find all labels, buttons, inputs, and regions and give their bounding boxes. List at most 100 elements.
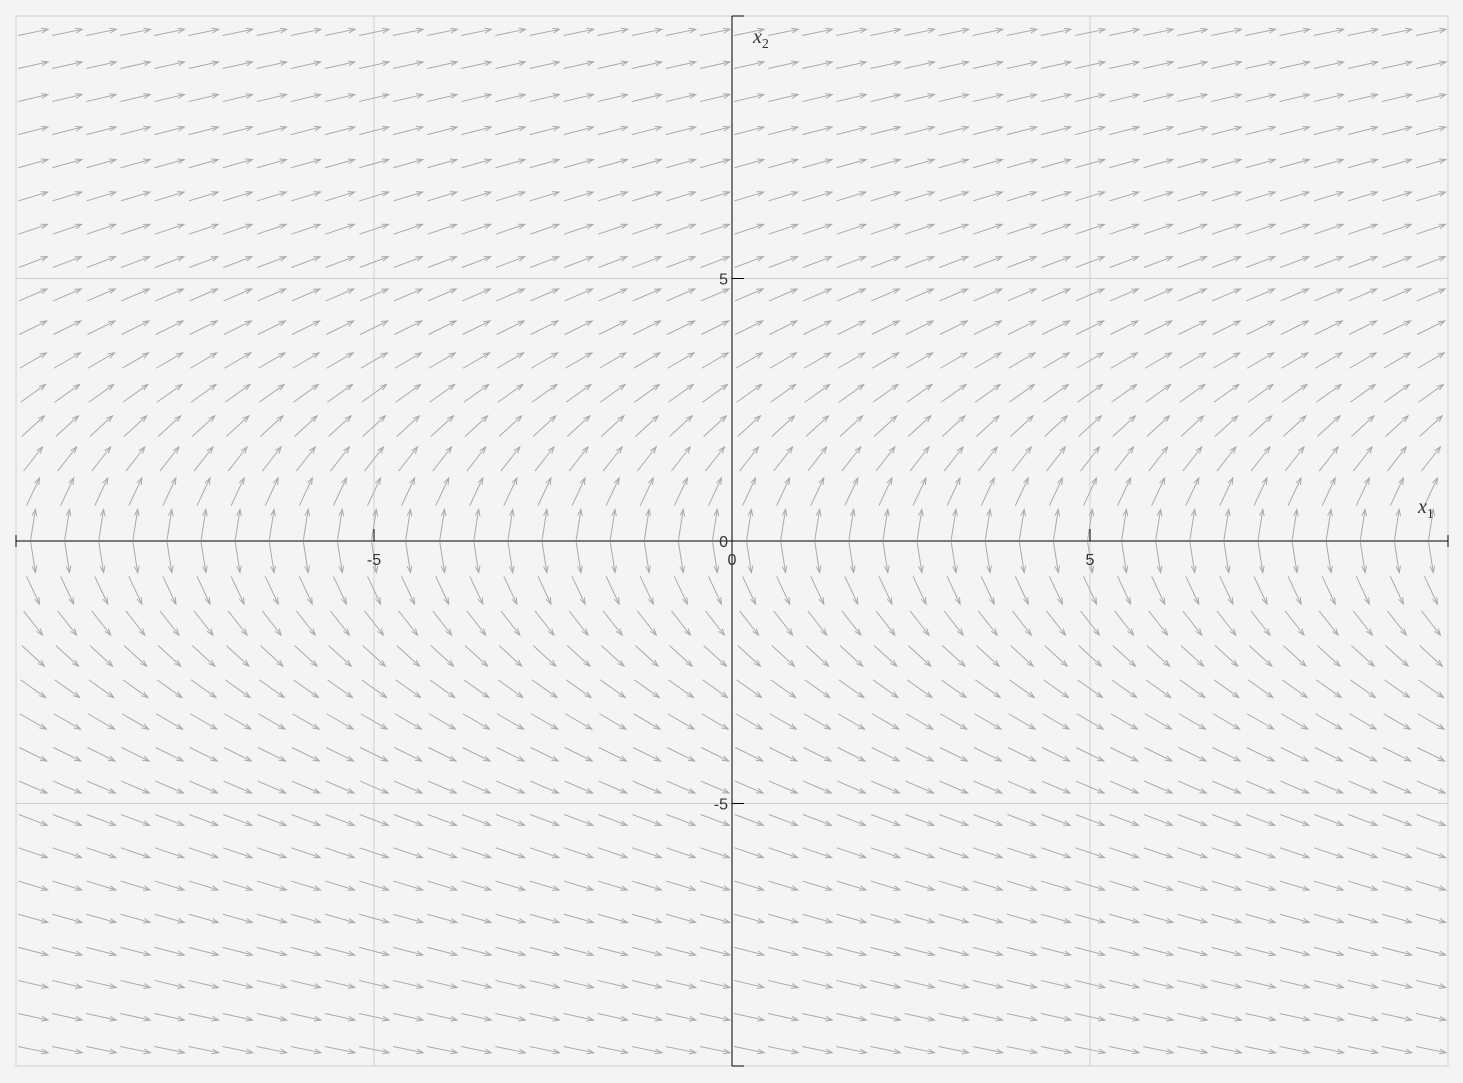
field-arrow-head [994, 787, 1004, 794]
field-arrow [393, 847, 425, 859]
field-arrow [324, 60, 357, 70]
field-arrow [1109, 93, 1141, 103]
field-arrow [1074, 60, 1107, 70]
field-arrow-shaft [393, 126, 424, 136]
field-arrow-head [313, 1015, 323, 1022]
field-arrow-shaft [712, 542, 718, 573]
field-arrow [52, 1012, 84, 1022]
field-arrow-head [1369, 352, 1378, 359]
field-arrow-head [515, 414, 523, 423]
field-arrow-shaft [154, 814, 184, 826]
field-arrow [324, 979, 357, 989]
field-arrow-shaft [1382, 847, 1412, 859]
field-arrow-shaft [1006, 913, 1037, 923]
field-arrow-head [1261, 476, 1268, 485]
field-arrow-shaft [302, 542, 309, 573]
field-arrow-head [1268, 93, 1277, 99]
field-arrow-head [40, 983, 50, 989]
field-arrow-shaft [53, 747, 82, 762]
field-arrow-head [958, 659, 967, 668]
field-arrow-head [40, 191, 50, 197]
field-arrow-shaft [496, 320, 525, 335]
field-arrow-head [108, 852, 118, 859]
field-arrow-head [858, 852, 868, 859]
field-arrow-shaft [362, 415, 386, 437]
field-arrow-shaft [1393, 542, 1400, 573]
field-arrow [330, 445, 351, 472]
field-arrow-shaft [938, 847, 969, 859]
field-arrow-shaft [1246, 747, 1275, 762]
field-arrow [530, 352, 559, 369]
field-arrow-shaft [1143, 1046, 1174, 1054]
field-arrow [290, 93, 323, 103]
field-arrow-shaft [328, 645, 352, 667]
field-arrow-shaft [563, 1012, 594, 1021]
field-arrow-head [1370, 983, 1380, 989]
field-arrow-head [142, 852, 152, 859]
field-arrow-shaft [125, 446, 146, 472]
field-arrow-shaft [393, 814, 423, 826]
field-arrow-shaft [666, 288, 696, 302]
field-arrow [1212, 747, 1242, 762]
field-arrow-head [791, 1015, 800, 1022]
field-arrow [1347, 27, 1380, 36]
field-arrow-head [174, 659, 182, 668]
field-arrow-shaft [1109, 946, 1140, 956]
field-arrow-head [1266, 691, 1275, 699]
field-arrow-shaft [735, 320, 764, 335]
field-arrow [803, 320, 833, 335]
field-arrow-head [1027, 691, 1036, 699]
field-arrow-head [685, 659, 694, 668]
field-arrow-head [139, 414, 148, 423]
field-arrow-shaft [597, 94, 628, 103]
field-arrow [1393, 542, 1402, 575]
field-arrow-head [1302, 223, 1311, 230]
field-arrow [633, 383, 661, 403]
field-arrow [21, 645, 46, 668]
field-arrow [128, 476, 143, 506]
field-arrow-shaft [805, 645, 829, 667]
field-arrow [1111, 383, 1138, 403]
field-arrow [699, 93, 732, 103]
field-arrow [1040, 93, 1073, 103]
field-arrow-head [483, 820, 493, 826]
field-arrow [1381, 913, 1414, 924]
field-arrow [188, 979, 220, 989]
field-arrow [367, 576, 382, 606]
field-arrow [21, 414, 46, 437]
field-arrow [1041, 320, 1071, 335]
field-arrow-shaft [125, 610, 146, 636]
field-arrow-shaft [768, 223, 798, 235]
field-arrow [768, 780, 799, 794]
field-arrow-head [204, 597, 211, 606]
field-arrow [261, 610, 283, 637]
field-arrow [121, 352, 150, 369]
field-arrow-shaft [666, 847, 696, 859]
field-arrow-shaft [802, 159, 833, 169]
field-arrow-shaft [155, 320, 184, 335]
field-arrow-head [722, 60, 732, 67]
field-arrow-shaft [643, 509, 650, 540]
field-arrow-head [721, 320, 731, 327]
field-arrow-head [615, 628, 624, 637]
field-arrow-head [543, 507, 549, 517]
field-arrow-head [1232, 723, 1241, 730]
field-arrow [904, 1046, 936, 1055]
field-arrow [394, 713, 423, 730]
field-arrow [328, 645, 353, 668]
field-arrow-shaft [973, 256, 1003, 268]
field-arrow [359, 125, 391, 136]
field-arrow-shaft [461, 94, 492, 103]
field-arrow-shaft [188, 1046, 219, 1054]
field-arrow [1211, 814, 1243, 826]
field-arrow-head [1165, 917, 1175, 924]
field-arrow-head [1029, 60, 1039, 67]
field-arrow [1006, 60, 1039, 70]
field-arrow-head [1401, 659, 1410, 668]
field-arrow-shaft [1074, 979, 1106, 988]
field-arrow-head [1302, 60, 1311, 67]
field-arrow [52, 847, 84, 859]
field-arrow-shaft [666, 256, 696, 268]
field-arrow-shaft [1009, 679, 1035, 698]
field-arrow [427, 913, 459, 924]
